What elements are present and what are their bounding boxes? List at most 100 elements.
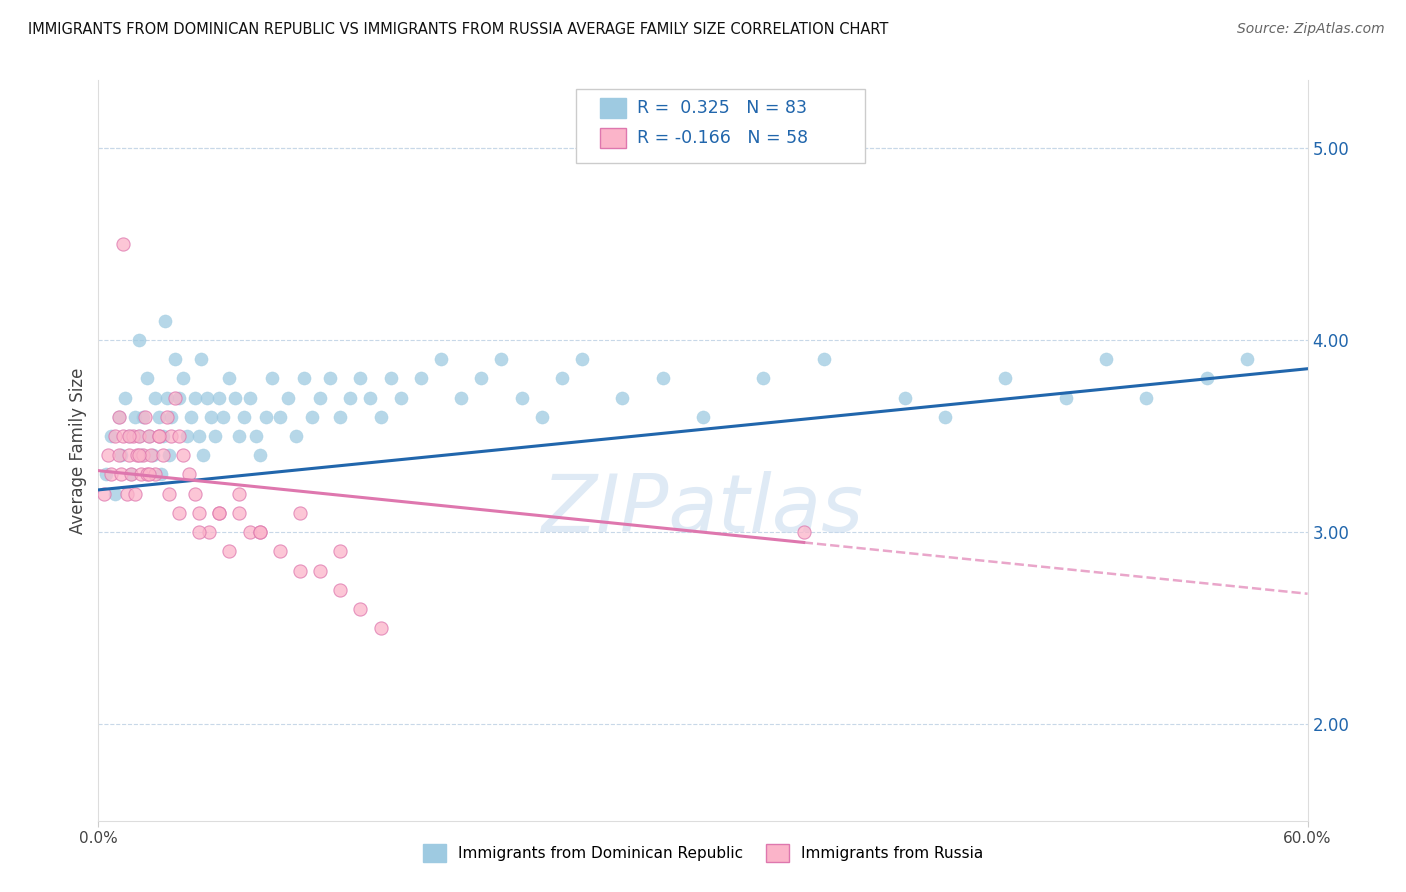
Point bbox=[110, 448, 132, 462]
Point bbox=[228, 506, 250, 520]
Point bbox=[157, 487, 180, 501]
Point bbox=[103, 487, 125, 501]
Point bbox=[157, 448, 180, 462]
Point bbox=[139, 448, 162, 462]
Point bbox=[1054, 391, 1077, 405]
Point bbox=[260, 371, 283, 385]
Point bbox=[156, 409, 179, 424]
Point bbox=[208, 391, 231, 405]
Point bbox=[198, 525, 221, 540]
Point bbox=[232, 409, 254, 424]
Point bbox=[111, 429, 134, 443]
Point bbox=[249, 525, 271, 540]
Point bbox=[118, 448, 141, 462]
Point bbox=[1135, 391, 1157, 405]
Point bbox=[284, 429, 307, 443]
Point bbox=[212, 409, 235, 424]
Point bbox=[107, 409, 129, 424]
Point bbox=[1236, 352, 1258, 367]
Text: R = -0.166   N = 58: R = -0.166 N = 58 bbox=[637, 129, 808, 147]
Point bbox=[269, 544, 291, 558]
Point bbox=[994, 371, 1017, 385]
Point bbox=[148, 429, 170, 443]
Point bbox=[138, 429, 160, 443]
Point bbox=[288, 564, 311, 578]
Point bbox=[309, 391, 332, 405]
Point bbox=[115, 487, 138, 501]
Point bbox=[188, 506, 211, 520]
Point bbox=[510, 391, 533, 405]
Point bbox=[156, 391, 179, 405]
Point bbox=[163, 352, 186, 367]
Point bbox=[218, 371, 240, 385]
Point bbox=[134, 409, 156, 424]
Point bbox=[132, 409, 155, 424]
Point bbox=[118, 429, 141, 443]
Point bbox=[143, 467, 166, 482]
Point bbox=[143, 391, 166, 405]
Point bbox=[125, 448, 148, 462]
Point bbox=[793, 525, 815, 540]
Point bbox=[339, 391, 361, 405]
Point bbox=[128, 429, 150, 443]
Point bbox=[160, 409, 183, 424]
Point bbox=[329, 544, 352, 558]
Point bbox=[389, 391, 412, 405]
Point bbox=[135, 467, 157, 482]
Y-axis label: Average Family Size: Average Family Size bbox=[69, 368, 87, 533]
Point bbox=[100, 467, 122, 482]
Point bbox=[934, 409, 956, 424]
Point bbox=[204, 429, 226, 443]
Point bbox=[409, 371, 432, 385]
Point bbox=[97, 448, 120, 462]
Point bbox=[208, 506, 231, 520]
Point bbox=[128, 448, 150, 462]
Point bbox=[100, 429, 122, 443]
Point bbox=[142, 448, 165, 462]
Point bbox=[329, 409, 352, 424]
Point bbox=[163, 391, 186, 405]
Point bbox=[149, 467, 172, 482]
Text: Source: ZipAtlas.com: Source: ZipAtlas.com bbox=[1237, 22, 1385, 37]
Point bbox=[208, 506, 231, 520]
Point bbox=[124, 409, 146, 424]
Point bbox=[450, 391, 472, 405]
Point bbox=[470, 371, 492, 385]
Point bbox=[138, 467, 160, 482]
Point bbox=[107, 409, 129, 424]
Point bbox=[188, 525, 211, 540]
Point bbox=[612, 391, 634, 405]
Point bbox=[176, 429, 198, 443]
Point bbox=[138, 429, 160, 443]
Point bbox=[249, 525, 271, 540]
Point bbox=[129, 448, 152, 462]
Point bbox=[277, 391, 299, 405]
Point bbox=[195, 391, 218, 405]
Point bbox=[349, 371, 371, 385]
Point bbox=[190, 352, 212, 367]
Point bbox=[571, 352, 593, 367]
Point bbox=[218, 544, 240, 558]
Point bbox=[228, 429, 250, 443]
Point bbox=[752, 371, 775, 385]
Point bbox=[118, 429, 141, 443]
Point bbox=[167, 506, 190, 520]
Point bbox=[319, 371, 342, 385]
Point bbox=[1095, 352, 1118, 367]
Point bbox=[380, 371, 402, 385]
Point bbox=[129, 467, 152, 482]
Point bbox=[200, 409, 222, 424]
Point bbox=[254, 409, 277, 424]
Point bbox=[239, 525, 262, 540]
Point bbox=[179, 467, 201, 482]
Point bbox=[153, 313, 176, 327]
Point bbox=[239, 391, 262, 405]
Point bbox=[120, 467, 142, 482]
Point bbox=[103, 429, 125, 443]
Point bbox=[288, 506, 311, 520]
Point bbox=[430, 352, 453, 367]
Point bbox=[172, 448, 194, 462]
Point bbox=[121, 429, 143, 443]
Point bbox=[152, 429, 174, 443]
Point bbox=[160, 429, 183, 443]
